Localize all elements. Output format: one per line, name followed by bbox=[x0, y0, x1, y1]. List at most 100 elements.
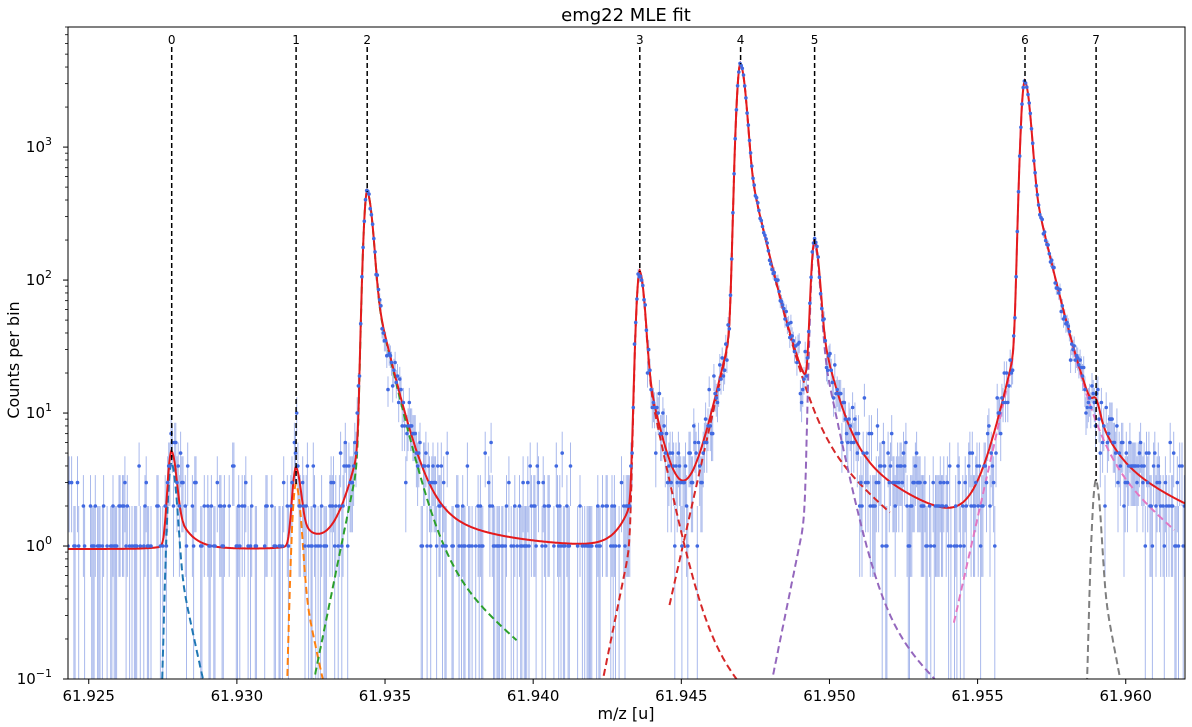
data-point bbox=[418, 440, 422, 445]
data-point bbox=[823, 338, 828, 343]
data-point bbox=[897, 480, 901, 485]
data-point bbox=[456, 504, 460, 508]
data-point bbox=[304, 504, 309, 508]
data-point bbox=[748, 151, 753, 155]
data-point bbox=[238, 544, 242, 548]
data-point bbox=[318, 544, 323, 548]
data-point bbox=[1000, 396, 1004, 400]
data-point bbox=[725, 358, 729, 362]
data-point bbox=[324, 544, 329, 548]
data-point bbox=[756, 201, 760, 205]
data-point bbox=[644, 328, 649, 333]
data-point bbox=[612, 504, 617, 508]
data-point bbox=[840, 440, 844, 445]
data-point bbox=[667, 464, 671, 468]
data-point bbox=[1006, 400, 1010, 405]
data-point bbox=[175, 480, 179, 485]
data-point bbox=[280, 544, 285, 548]
data-point bbox=[254, 544, 259, 548]
data-point bbox=[824, 365, 829, 370]
data-point bbox=[674, 464, 678, 468]
data-point bbox=[404, 480, 408, 485]
data-point bbox=[769, 262, 773, 266]
data-point bbox=[142, 544, 146, 548]
data-point bbox=[1102, 424, 1106, 428]
data-point bbox=[1087, 396, 1092, 400]
data-point bbox=[355, 411, 360, 415]
peak-7-label: 7 bbox=[1092, 33, 1100, 47]
data-point bbox=[358, 321, 363, 326]
data-point bbox=[369, 212, 374, 217]
data-point bbox=[772, 270, 777, 275]
data-point bbox=[394, 380, 399, 385]
data-point bbox=[143, 504, 147, 508]
data-point bbox=[1149, 504, 1153, 508]
data-point bbox=[125, 504, 130, 508]
data-point bbox=[386, 387, 390, 392]
data-point bbox=[990, 464, 995, 468]
data-point bbox=[88, 504, 93, 508]
data-point bbox=[1125, 480, 1130, 485]
data-point bbox=[600, 504, 605, 508]
data-point bbox=[740, 66, 745, 71]
data-point bbox=[1019, 125, 1023, 130]
data-point bbox=[703, 417, 708, 421]
data-point bbox=[270, 504, 274, 508]
data-point bbox=[1068, 358, 1073, 362]
data-point bbox=[362, 219, 367, 223]
data-point bbox=[817, 275, 822, 280]
data-point bbox=[144, 480, 148, 485]
y-tick-label: 102 bbox=[26, 268, 52, 289]
data-point bbox=[1033, 170, 1037, 175]
data-point bbox=[683, 464, 688, 468]
data-point bbox=[1090, 384, 1094, 388]
peak-0-label: 0 bbox=[168, 33, 176, 47]
data-point bbox=[707, 387, 711, 392]
data-point bbox=[558, 504, 562, 508]
data-point bbox=[754, 195, 759, 200]
data-point bbox=[799, 400, 804, 405]
data-point bbox=[765, 241, 769, 245]
data-point bbox=[503, 544, 508, 548]
data-point bbox=[425, 544, 429, 548]
data-point bbox=[470, 544, 474, 548]
data-point bbox=[692, 424, 696, 428]
data-point bbox=[137, 464, 141, 468]
data-point bbox=[882, 464, 887, 468]
data-point bbox=[1065, 320, 1069, 325]
data-point bbox=[716, 387, 721, 392]
data-point bbox=[852, 440, 856, 445]
data-point bbox=[810, 250, 815, 254]
data-point bbox=[330, 504, 335, 508]
data-point bbox=[718, 363, 722, 367]
data-point bbox=[1014, 274, 1018, 279]
data-point bbox=[747, 138, 752, 143]
data-point bbox=[273, 544, 278, 548]
data-point bbox=[521, 480, 525, 485]
data-point bbox=[1104, 405, 1108, 410]
data-point bbox=[1089, 405, 1093, 410]
data-point bbox=[949, 544, 953, 548]
data-point bbox=[200, 544, 204, 548]
data-point bbox=[1011, 334, 1016, 338]
data-point bbox=[655, 405, 659, 410]
data-point bbox=[303, 544, 307, 548]
data-point bbox=[742, 84, 747, 88]
data-points bbox=[68, 61, 1185, 548]
data-point bbox=[357, 374, 362, 378]
data-point bbox=[265, 504, 269, 508]
data-point bbox=[114, 544, 119, 548]
data-point bbox=[859, 480, 863, 485]
fit-line bbox=[68, 60, 1185, 550]
data-point bbox=[590, 544, 594, 548]
x-tick-label: 61.940 bbox=[507, 687, 560, 705]
data-point bbox=[567, 544, 572, 548]
data-point bbox=[82, 544, 87, 548]
data-point bbox=[662, 424, 666, 428]
data-point bbox=[1025, 85, 1029, 89]
data-point bbox=[795, 360, 799, 365]
data-point bbox=[1027, 101, 1031, 105]
data-point bbox=[985, 431, 990, 436]
data-point bbox=[401, 400, 406, 405]
data-point bbox=[379, 304, 383, 308]
